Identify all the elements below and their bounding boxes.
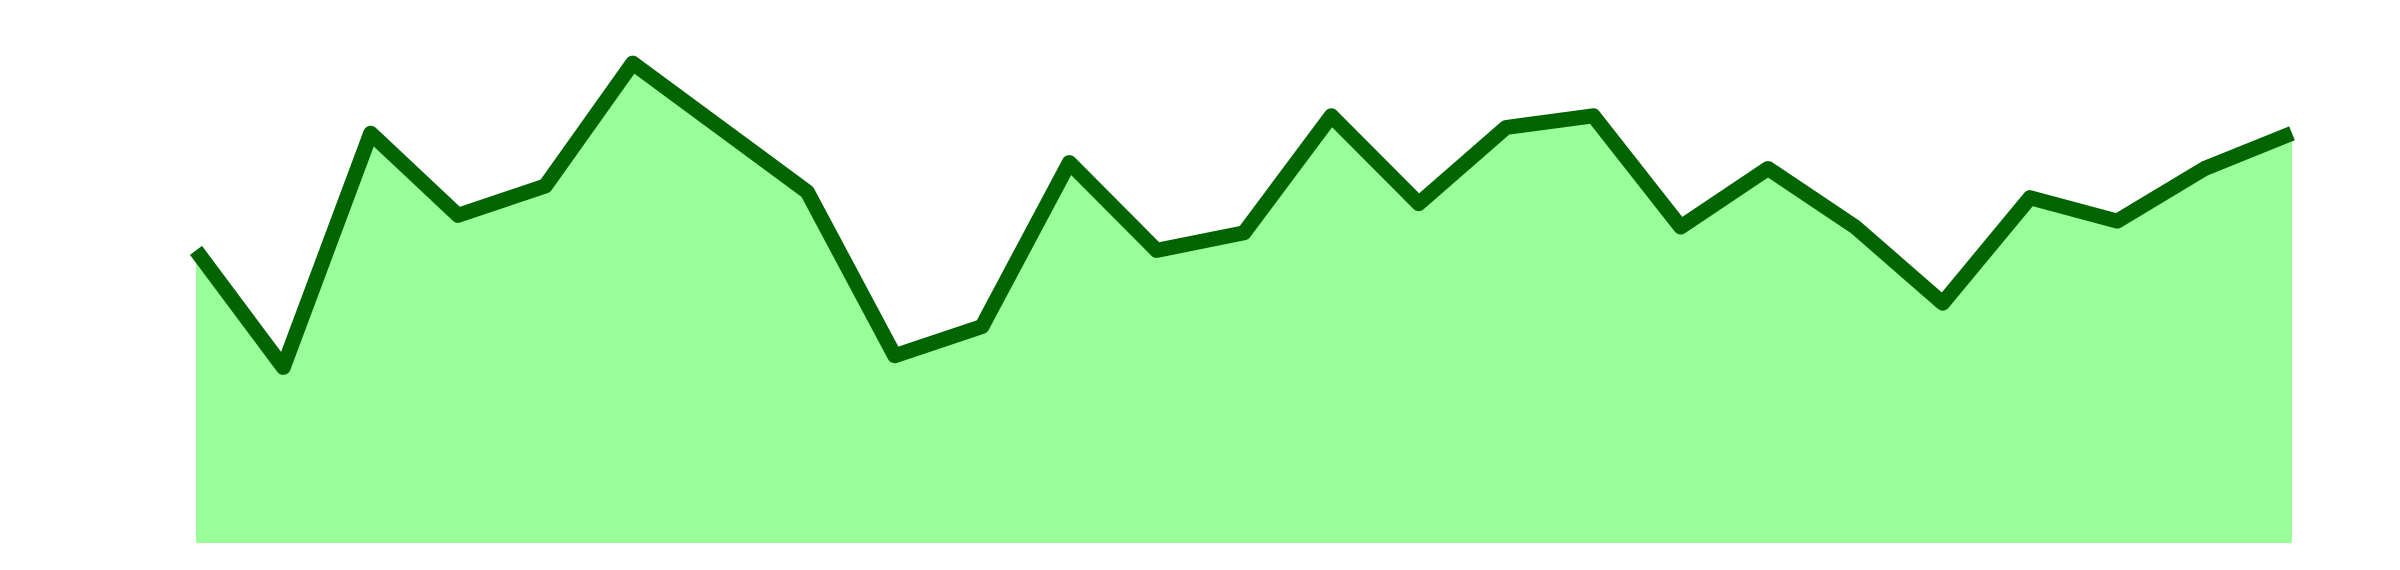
series-line <box>189 55 2295 375</box>
area-fill <box>196 63 2292 543</box>
